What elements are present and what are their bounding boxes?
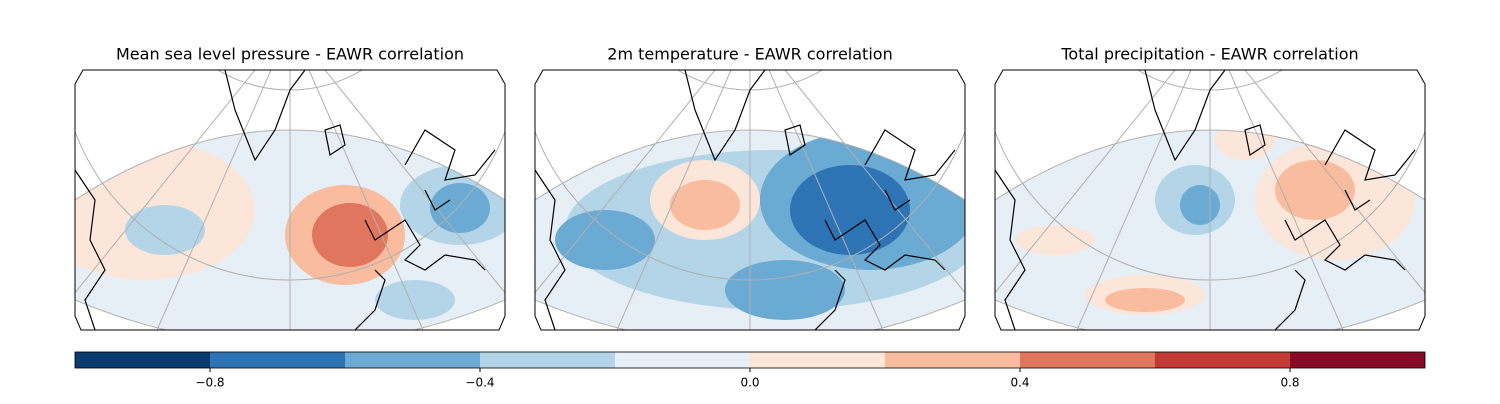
colorbar-tick-label: 0.8 (1280, 376, 1299, 390)
field (535, 130, 965, 330)
colorbar-bin (750, 352, 885, 368)
colorbar-bin (75, 352, 210, 368)
colorbar-tick-label: 0.0 (740, 376, 759, 390)
field-contour (312, 203, 388, 267)
field-contour (725, 260, 845, 320)
panel-frame (994, 69, 1426, 331)
map-panel: Total precipitation - EAWR correlation (994, 45, 1426, 331)
field-contour (790, 165, 910, 255)
map-boundary (75, 129, 505, 330)
colorbar-tick-label: −0.4 (465, 376, 494, 390)
graticule (156, 70, 272, 330)
graticule (995, 70, 1176, 330)
field-contour (125, 205, 205, 255)
field-contour (375, 280, 455, 320)
graticule (535, 70, 716, 330)
map-field (995, 70, 1425, 330)
map-panel: Mean sea level pressure - EAWR correlati… (74, 45, 506, 331)
field-contour (1105, 288, 1185, 312)
colorbar-tick-label: −0.8 (195, 376, 224, 390)
map-field (75, 70, 505, 330)
field-contour (670, 180, 740, 230)
field-contour (1275, 160, 1355, 220)
panel-frame (74, 69, 506, 331)
panel-title: 2m temperature - EAWR correlation (607, 45, 892, 64)
graticule (308, 70, 424, 330)
field (75, 130, 505, 330)
colorbar-bin (210, 352, 345, 368)
map-boundary (535, 129, 965, 330)
map-panel: 2m temperature - EAWR correlation (534, 45, 966, 331)
graticule (1228, 70, 1344, 330)
field-contour (1215, 130, 1275, 160)
panel-title: Total precipitation - EAWR correlation (1060, 45, 1358, 64)
map-field (535, 70, 965, 330)
graticule (75, 70, 256, 330)
field-contour (1180, 185, 1220, 225)
coastline (75, 70, 496, 330)
colorbar-bin (1155, 352, 1290, 368)
map-boundary (995, 129, 1425, 330)
panel-title: Mean sea level pressure - EAWR correlati… (116, 45, 464, 64)
colorbar-tick-label: 0.4 (1010, 376, 1029, 390)
graticule (616, 70, 732, 330)
colorbar-bin (1290, 352, 1425, 368)
graticule (1076, 70, 1192, 330)
field-contour (555, 210, 655, 270)
colorbar-bin (885, 352, 1020, 368)
colorbar-bin (345, 352, 480, 368)
coastline (535, 70, 956, 330)
coastline (995, 70, 1416, 330)
colorbar-bin (1020, 352, 1155, 368)
graticule (768, 70, 884, 330)
colorbar-bin (615, 352, 750, 368)
panel-frame (534, 69, 966, 331)
field-contour (1015, 225, 1095, 255)
colorbar-bin (480, 352, 615, 368)
